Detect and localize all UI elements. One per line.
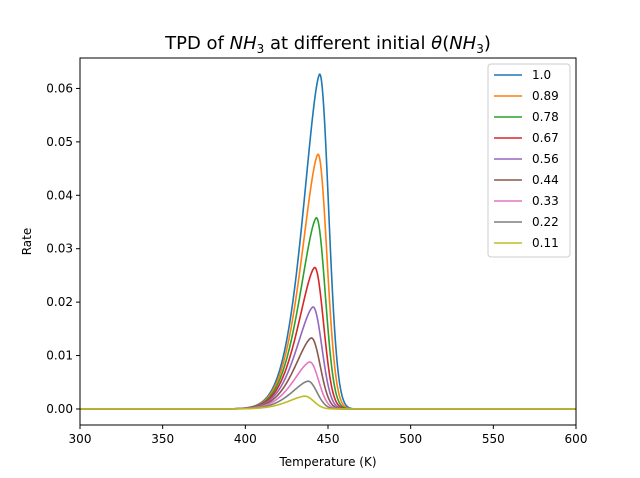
y-tick-label: 0.04 <box>46 188 73 202</box>
y-axis-ticks: 0.00 0.01 0.02 0.03 0.04 0.05 0.06 <box>46 81 80 416</box>
title-var2-subscript: 3 <box>476 42 484 56</box>
x-tick-label: 500 <box>399 432 422 446</box>
y-tick-label: 0.02 <box>46 295 73 309</box>
legend-label: 0.89 <box>532 89 559 103</box>
y-tick-label: 0.03 <box>46 242 73 256</box>
legend-items: 1.0 0.89 0.78 0.67 0.56 0.44 0.33 0.22 0.11 <box>494 68 559 250</box>
chart-title: TPD of NH3 at different initial θ(NH3) <box>164 33 491 56</box>
title-var1: NH <box>230 33 257 54</box>
title-var1-subscript: 3 <box>257 42 265 56</box>
legend-label: 0.67 <box>532 131 559 145</box>
legend-label: 0.56 <box>532 152 559 166</box>
legend-box <box>487 63 571 258</box>
x-tick-label: 550 <box>482 432 505 446</box>
legend: 1.0 0.89 0.78 0.67 0.56 0.44 0.33 0.22 0.11 <box>487 63 571 258</box>
title-open-paren: ( <box>442 33 449 54</box>
title-prefix: TPD of <box>164 33 230 54</box>
legend-label: 0.11 <box>532 236 559 250</box>
legend-label: 0.78 <box>532 110 559 124</box>
y-axis-label: Rate <box>20 228 34 256</box>
x-axis-label: Temperature (K) <box>278 455 376 469</box>
legend-label: 1.0 <box>532 68 551 82</box>
x-tick-label: 450 <box>317 432 340 446</box>
x-tick-label: 350 <box>151 432 174 446</box>
title-middle: at different initial <box>264 33 431 54</box>
x-tick-label: 600 <box>565 432 588 446</box>
y-tick-label: 0.01 <box>46 349 73 363</box>
title-close-paren: ) <box>484 33 491 54</box>
legend-label: 0.33 <box>532 194 559 208</box>
y-tick-label: 0.06 <box>46 81 73 95</box>
series-lines <box>80 73 576 410</box>
x-tick-label: 300 <box>69 432 92 446</box>
x-axis-ticks: 300 350 400 450 500 550 600 <box>69 425 588 446</box>
legend-label: 0.22 <box>532 215 559 229</box>
series-line-0.11 <box>80 395 576 410</box>
plot-area <box>79 57 577 426</box>
legend-label: 0.44 <box>532 173 559 187</box>
y-tick-label: 0.05 <box>46 135 73 149</box>
title-var2: NH <box>449 33 476 54</box>
x-tick-label: 400 <box>234 432 257 446</box>
title-theta: θ <box>431 33 442 54</box>
y-tick-label: 0.00 <box>46 402 73 416</box>
